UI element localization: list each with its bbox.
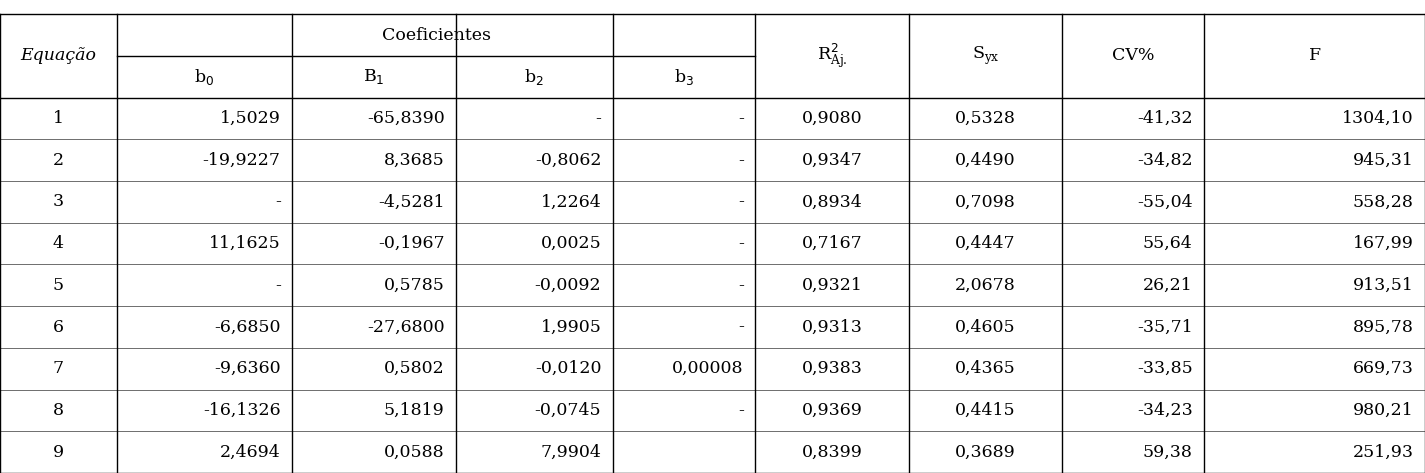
Text: -: - [738, 110, 744, 127]
Text: 0,4365: 0,4365 [955, 360, 1016, 377]
Text: 0,5785: 0,5785 [383, 277, 445, 294]
Text: -0,8062: -0,8062 [534, 152, 601, 169]
Text: Equação: Equação [20, 47, 97, 64]
Text: -: - [596, 110, 601, 127]
Text: -: - [738, 235, 744, 252]
Text: 1304,10: 1304,10 [1342, 110, 1414, 127]
Text: 7,9904: 7,9904 [540, 444, 601, 461]
Text: 0,00008: 0,00008 [673, 360, 744, 377]
Text: 7: 7 [53, 360, 64, 377]
Text: -: - [738, 193, 744, 210]
Text: -65,8390: -65,8390 [366, 110, 445, 127]
Text: -: - [275, 277, 281, 294]
Text: 2,4694: 2,4694 [219, 444, 281, 461]
Text: 0,0025: 0,0025 [540, 235, 601, 252]
Text: -6,6850: -6,6850 [214, 318, 281, 335]
Text: -34,82: -34,82 [1137, 152, 1193, 169]
Text: -41,32: -41,32 [1137, 110, 1193, 127]
Text: -: - [738, 402, 744, 419]
Text: 0,8934: 0,8934 [802, 193, 862, 210]
Text: 669,73: 669,73 [1352, 360, 1414, 377]
Text: 0,9383: 0,9383 [802, 360, 862, 377]
Text: -0,0745: -0,0745 [534, 402, 601, 419]
Text: 3: 3 [53, 193, 64, 210]
Text: -0,0120: -0,0120 [534, 360, 601, 377]
Text: 1: 1 [53, 110, 64, 127]
Text: -19,9227: -19,9227 [202, 152, 281, 169]
Text: -0,0092: -0,0092 [534, 277, 601, 294]
Text: 980,21: 980,21 [1352, 402, 1414, 419]
Text: -: - [738, 277, 744, 294]
Text: b$_3$: b$_3$ [674, 67, 694, 87]
Text: B$_1$: B$_1$ [363, 67, 385, 86]
Text: 0,9347: 0,9347 [802, 152, 862, 169]
Text: 0,0588: 0,0588 [383, 444, 445, 461]
Text: 558,28: 558,28 [1352, 193, 1414, 210]
Text: -27,6800: -27,6800 [368, 318, 445, 335]
Text: -4,5281: -4,5281 [378, 193, 445, 210]
Text: 945,31: 945,31 [1352, 152, 1414, 169]
Text: F: F [1308, 47, 1321, 64]
Text: 0,4490: 0,4490 [955, 152, 1016, 169]
Text: 26,21: 26,21 [1143, 277, 1193, 294]
Text: b$_0$: b$_0$ [194, 67, 215, 87]
Text: S$_{\mathregular{yx}}$: S$_{\mathregular{yx}}$ [972, 45, 999, 67]
Text: 167,99: 167,99 [1352, 235, 1414, 252]
Text: 6: 6 [53, 318, 64, 335]
Text: 1,2264: 1,2264 [540, 193, 601, 210]
Text: 0,9321: 0,9321 [802, 277, 862, 294]
Text: 251,93: 251,93 [1352, 444, 1414, 461]
Text: 55,64: 55,64 [1143, 235, 1193, 252]
Text: 0,9080: 0,9080 [802, 110, 862, 127]
Text: -9,6360: -9,6360 [214, 360, 281, 377]
Text: -33,85: -33,85 [1137, 360, 1193, 377]
Text: 9: 9 [53, 444, 64, 461]
Text: -55,04: -55,04 [1137, 193, 1193, 210]
Text: -: - [738, 318, 744, 335]
Text: 913,51: 913,51 [1352, 277, 1414, 294]
Text: -: - [738, 152, 744, 169]
Text: -: - [275, 193, 281, 210]
Text: 0,4447: 0,4447 [955, 235, 1016, 252]
Text: 0,9313: 0,9313 [802, 318, 862, 335]
Text: Coeficientes: Coeficientes [382, 26, 490, 44]
Text: -34,23: -34,23 [1137, 402, 1193, 419]
Text: 0,5802: 0,5802 [383, 360, 445, 377]
Text: b$_2$: b$_2$ [524, 67, 544, 87]
Text: 895,78: 895,78 [1352, 318, 1414, 335]
Text: 0,7167: 0,7167 [802, 235, 862, 252]
Text: 0,3689: 0,3689 [955, 444, 1016, 461]
Text: 0,4605: 0,4605 [955, 318, 1016, 335]
Text: R$^2_{\mathregular{Aj.}}$: R$^2_{\mathregular{Aj.}}$ [817, 42, 848, 70]
Text: 0,5328: 0,5328 [955, 110, 1016, 127]
Text: 59,38: 59,38 [1143, 444, 1193, 461]
Text: 8: 8 [53, 402, 64, 419]
Text: CV%: CV% [1112, 47, 1154, 64]
Text: 0,4415: 0,4415 [955, 402, 1016, 419]
Text: -0,1967: -0,1967 [378, 235, 445, 252]
Text: 2: 2 [53, 152, 64, 169]
Text: 4: 4 [53, 235, 64, 252]
Text: 0,8399: 0,8399 [802, 444, 862, 461]
Text: 8,3685: 8,3685 [383, 152, 445, 169]
Text: 0,9369: 0,9369 [802, 402, 862, 419]
Text: 1,9905: 1,9905 [540, 318, 601, 335]
Text: 0,7098: 0,7098 [955, 193, 1016, 210]
Text: 5,1819: 5,1819 [383, 402, 445, 419]
Text: 2,0678: 2,0678 [955, 277, 1016, 294]
Text: -16,1326: -16,1326 [204, 402, 281, 419]
Text: 11,1625: 11,1625 [209, 235, 281, 252]
Text: 1,5029: 1,5029 [219, 110, 281, 127]
Text: -35,71: -35,71 [1137, 318, 1193, 335]
Text: 5: 5 [53, 277, 64, 294]
